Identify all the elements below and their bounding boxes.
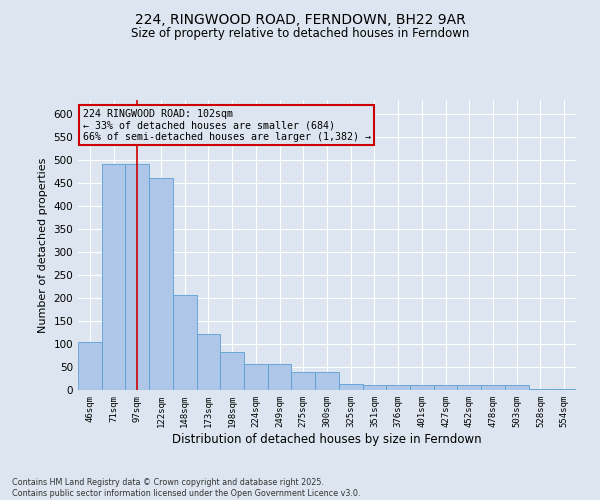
Text: 224, RINGWOOD ROAD, FERNDOWN, BH22 9AR: 224, RINGWOOD ROAD, FERNDOWN, BH22 9AR: [134, 12, 466, 26]
Bar: [410, 386, 434, 390]
Bar: [268, 364, 292, 390]
Bar: [529, 388, 552, 390]
Bar: [292, 372, 315, 390]
Bar: [220, 352, 244, 390]
Bar: [505, 385, 529, 390]
Bar: [173, 294, 197, 390]
Bar: [149, 178, 173, 390]
Bar: [315, 372, 339, 390]
Text: 224 RINGWOOD ROAD: 102sqm
← 33% of detached houses are smaller (684)
66% of semi: 224 RINGWOOD ROAD: 102sqm ← 33% of detac…: [83, 108, 371, 142]
Bar: [197, 334, 220, 390]
Bar: [339, 384, 362, 390]
Text: Size of property relative to detached houses in Ferndown: Size of property relative to detached ho…: [131, 28, 469, 40]
Bar: [386, 386, 410, 390]
Bar: [244, 364, 268, 390]
Bar: [125, 164, 149, 390]
Y-axis label: Number of detached properties: Number of detached properties: [38, 158, 48, 332]
Bar: [481, 386, 505, 390]
Bar: [552, 388, 576, 390]
Bar: [434, 386, 457, 390]
Bar: [457, 386, 481, 390]
X-axis label: Distribution of detached houses by size in Ferndown: Distribution of detached houses by size …: [172, 432, 482, 446]
Bar: [102, 164, 125, 390]
Text: Contains HM Land Registry data © Crown copyright and database right 2025.
Contai: Contains HM Land Registry data © Crown c…: [12, 478, 361, 498]
Bar: [78, 342, 102, 390]
Bar: [362, 386, 386, 390]
